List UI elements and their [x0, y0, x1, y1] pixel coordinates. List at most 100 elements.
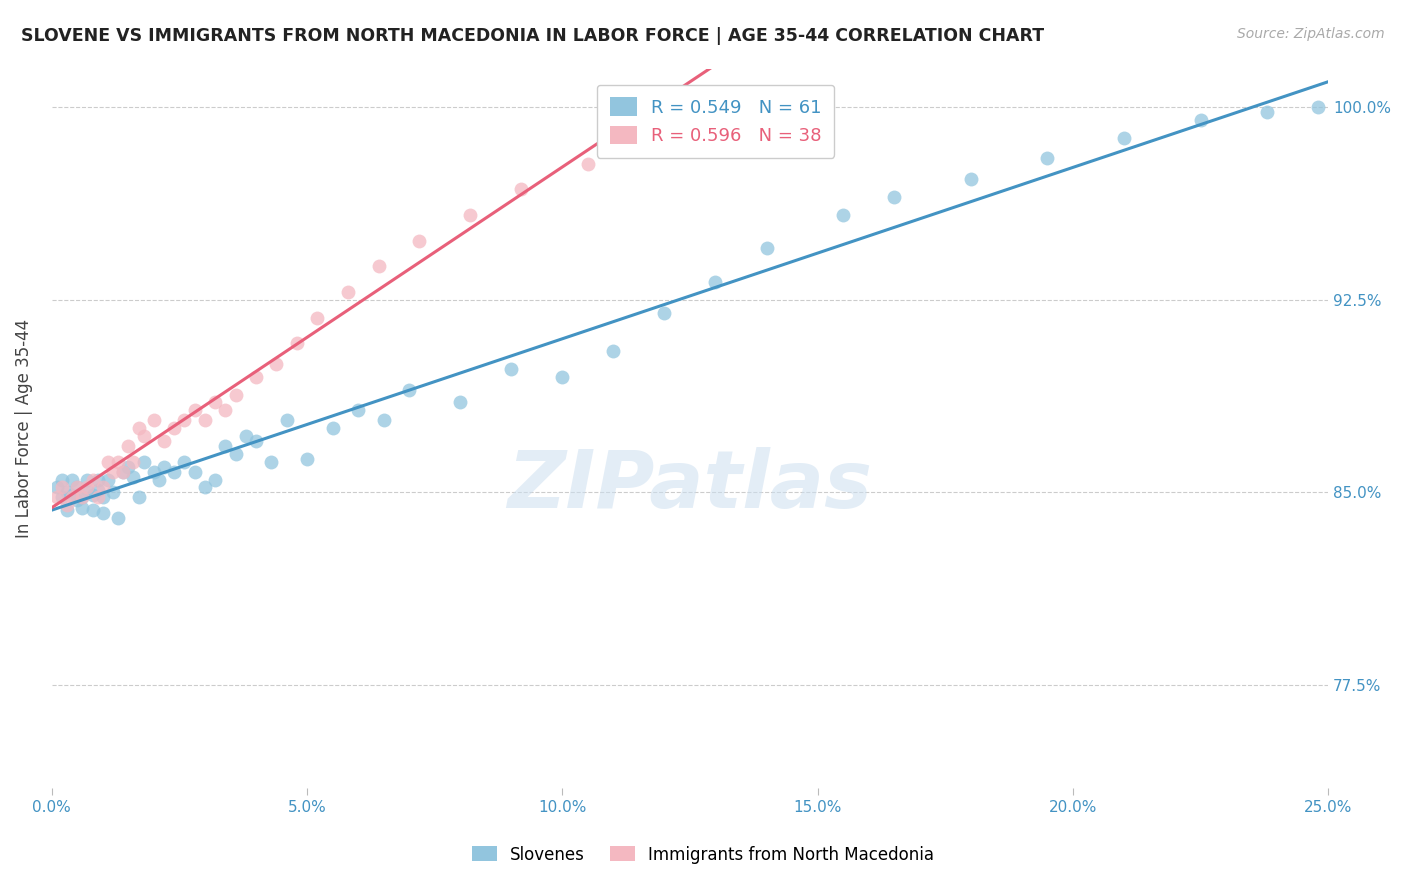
Point: [307, 310, 329, 325]
Point: [173, 454, 195, 468]
Point: [56, 485, 79, 500]
Point: [51, 491, 73, 505]
Point: [82, 473, 104, 487]
Point: [56, 498, 79, 512]
Point: [214, 403, 236, 417]
Point: [148, 473, 170, 487]
Point: [132, 429, 155, 443]
Point: [128, 421, 150, 435]
Point: [82, 503, 104, 517]
Point: [122, 470, 145, 484]
Point: [173, 413, 195, 427]
Point: [643, 126, 665, 140]
Point: [510, 182, 533, 196]
Point: [367, 260, 389, 274]
Point: [194, 413, 217, 427]
Text: ZIPatlas: ZIPatlas: [508, 447, 873, 524]
Point: [60, 491, 83, 505]
Point: [112, 465, 135, 479]
Point: [654, 305, 676, 319]
Point: [56, 503, 79, 517]
Point: [460, 208, 482, 222]
Point: [295, 452, 318, 467]
Point: [1306, 100, 1329, 114]
Point: [76, 483, 98, 497]
Point: [214, 439, 236, 453]
Point: [832, 208, 855, 222]
Point: [86, 491, 108, 505]
Point: [112, 465, 135, 479]
Point: [163, 465, 186, 479]
Point: [153, 434, 176, 448]
Point: [122, 454, 145, 468]
Point: [245, 434, 267, 448]
Point: [66, 480, 89, 494]
Legend: R = 0.549   N = 61, R = 0.596   N = 38: R = 0.549 N = 61, R = 0.596 N = 38: [598, 85, 834, 158]
Point: [72, 500, 94, 515]
Point: [204, 395, 226, 409]
Point: [72, 491, 94, 505]
Point: [163, 421, 186, 435]
Y-axis label: In Labor Force | Age 35-44: In Labor Force | Age 35-44: [15, 318, 32, 538]
Point: [76, 473, 98, 487]
Point: [194, 480, 217, 494]
Point: [1256, 105, 1278, 120]
Point: [142, 413, 165, 427]
Text: Source: ZipAtlas.com: Source: ZipAtlas.com: [1237, 27, 1385, 41]
Point: [449, 395, 471, 409]
Point: [225, 447, 247, 461]
Point: [398, 383, 420, 397]
Point: [1036, 152, 1059, 166]
Point: [1189, 112, 1212, 127]
Point: [45, 491, 67, 505]
Point: [347, 403, 370, 417]
Point: [66, 493, 89, 508]
Point: [551, 369, 574, 384]
Point: [408, 234, 430, 248]
Point: [183, 465, 205, 479]
Point: [883, 190, 905, 204]
Point: [107, 511, 129, 525]
Point: [117, 439, 139, 453]
Text: SLOVENE VS IMMIGRANTS FROM NORTH MACEDONIA IN LABOR FORCE | AGE 35-44 CORRELATIO: SLOVENE VS IMMIGRANTS FROM NORTH MACEDON…: [21, 27, 1045, 45]
Point: [51, 473, 73, 487]
Point: [755, 241, 778, 255]
Point: [107, 454, 129, 468]
Point: [153, 459, 176, 474]
Point: [91, 506, 114, 520]
Point: [72, 491, 94, 505]
Point: [322, 421, 344, 435]
Point: [117, 459, 139, 474]
Point: [76, 480, 98, 494]
Point: [183, 403, 205, 417]
Point: [235, 429, 257, 443]
Point: [82, 488, 104, 502]
Point: [285, 336, 308, 351]
Point: [128, 491, 150, 505]
Point: [91, 480, 114, 494]
Point: [45, 480, 67, 494]
Point: [225, 388, 247, 402]
Point: [704, 275, 727, 289]
Point: [245, 369, 267, 384]
Point: [60, 488, 83, 502]
Point: [336, 285, 359, 299]
Point: [60, 473, 83, 487]
Point: [260, 454, 283, 468]
Point: [91, 491, 114, 505]
Point: [266, 357, 288, 371]
Point: [86, 483, 108, 497]
Point: [373, 413, 395, 427]
Legend: Slovenes, Immigrants from North Macedonia: Slovenes, Immigrants from North Macedoni…: [465, 839, 941, 871]
Point: [101, 485, 124, 500]
Point: [501, 362, 523, 376]
Point: [576, 156, 599, 170]
Point: [132, 454, 155, 468]
Point: [97, 454, 120, 468]
Point: [1112, 131, 1135, 145]
Point: [86, 473, 108, 487]
Point: [204, 473, 226, 487]
Point: [66, 480, 89, 494]
Point: [276, 413, 298, 427]
Point: [97, 473, 120, 487]
